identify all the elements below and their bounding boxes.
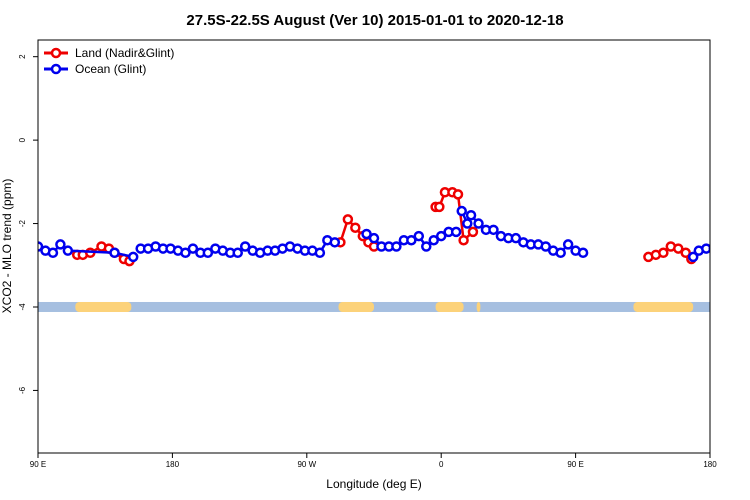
data-point xyxy=(673,243,684,254)
data-point xyxy=(450,226,462,238)
data-point xyxy=(555,247,566,259)
data-point xyxy=(577,247,589,259)
land-strip xyxy=(338,301,374,312)
data-point xyxy=(180,247,191,259)
data-point xyxy=(428,234,439,246)
data-point xyxy=(687,251,699,263)
series-land xyxy=(71,187,697,267)
data-point xyxy=(350,222,361,233)
y-axis-label: XCO2 - MLO trend (ppm) xyxy=(0,179,14,314)
data-point xyxy=(314,247,326,259)
data-point xyxy=(127,251,139,263)
x-tick-label: 180 xyxy=(703,460,717,469)
data-point xyxy=(725,243,733,251)
series-ocean xyxy=(38,205,733,263)
data-point xyxy=(435,230,447,242)
legend-land-label: Land (Nadir&Glint) xyxy=(75,46,174,60)
y-tick-label: 2 xyxy=(18,54,27,59)
legend-ocean-marker xyxy=(50,63,62,75)
data-point xyxy=(462,218,473,229)
data-point xyxy=(717,245,725,253)
data-point xyxy=(329,237,341,248)
data-point xyxy=(391,241,402,252)
data-point xyxy=(473,218,484,229)
y-tick-label: -2 xyxy=(18,219,27,227)
data-point xyxy=(187,243,199,254)
x-tick-label: 180 xyxy=(166,460,180,469)
land-sea-bar xyxy=(38,301,710,312)
data-point xyxy=(467,226,479,238)
x-tick-label: 90 E xyxy=(30,460,46,469)
x-axis-label: Longitude (deg E) xyxy=(326,477,421,491)
x-tick-label: 0 xyxy=(439,460,444,469)
land-strip xyxy=(75,301,132,312)
data-point xyxy=(540,241,551,252)
data-point xyxy=(361,228,372,240)
data-point xyxy=(701,243,710,254)
data-point xyxy=(342,214,354,225)
data-point xyxy=(658,247,669,259)
x-axis: 90 E 180 90 W 0 90 E 180 xyxy=(30,453,717,469)
data-point xyxy=(413,230,425,242)
plot-frame xyxy=(37,39,711,454)
data-point xyxy=(232,247,243,259)
data-point xyxy=(406,234,417,246)
data-point xyxy=(452,189,464,200)
series-layer xyxy=(38,187,733,267)
chart-title: 27.5S-22.5S August (Ver 10) 2015-01-01 t… xyxy=(186,12,563,29)
data-point xyxy=(458,234,469,246)
data-point xyxy=(456,205,467,217)
y-tick-label: -6 xyxy=(18,386,27,394)
data-point xyxy=(488,224,499,236)
legend-ocean-label: Ocean (Glint) xyxy=(75,62,146,76)
data-point xyxy=(47,247,59,259)
data-point xyxy=(202,247,214,259)
data-point xyxy=(421,241,432,252)
land-strip xyxy=(435,301,464,312)
data-point xyxy=(239,241,251,252)
land-strip xyxy=(476,301,481,312)
land-strip xyxy=(633,301,694,312)
legend: Land (Nadir&Glint) Ocean (Glint) xyxy=(44,46,174,76)
y-tick-label: 0 xyxy=(18,137,27,142)
y-tick-label: -4 xyxy=(18,303,27,311)
data-point xyxy=(368,232,380,244)
data-point xyxy=(55,239,66,250)
x-tick-label: 90 W xyxy=(297,460,316,469)
data-point xyxy=(109,247,120,259)
data-point xyxy=(62,245,74,256)
data-point xyxy=(465,209,477,221)
data-point xyxy=(680,247,691,259)
y-axis: 2 0 -2 -4 -6 xyxy=(18,54,38,394)
data-point xyxy=(708,244,710,253)
data-point xyxy=(562,239,574,250)
x-tick-label: 90 E xyxy=(567,460,583,469)
data-point xyxy=(434,201,445,213)
data-point xyxy=(510,232,522,244)
legend-land-marker xyxy=(50,47,62,59)
